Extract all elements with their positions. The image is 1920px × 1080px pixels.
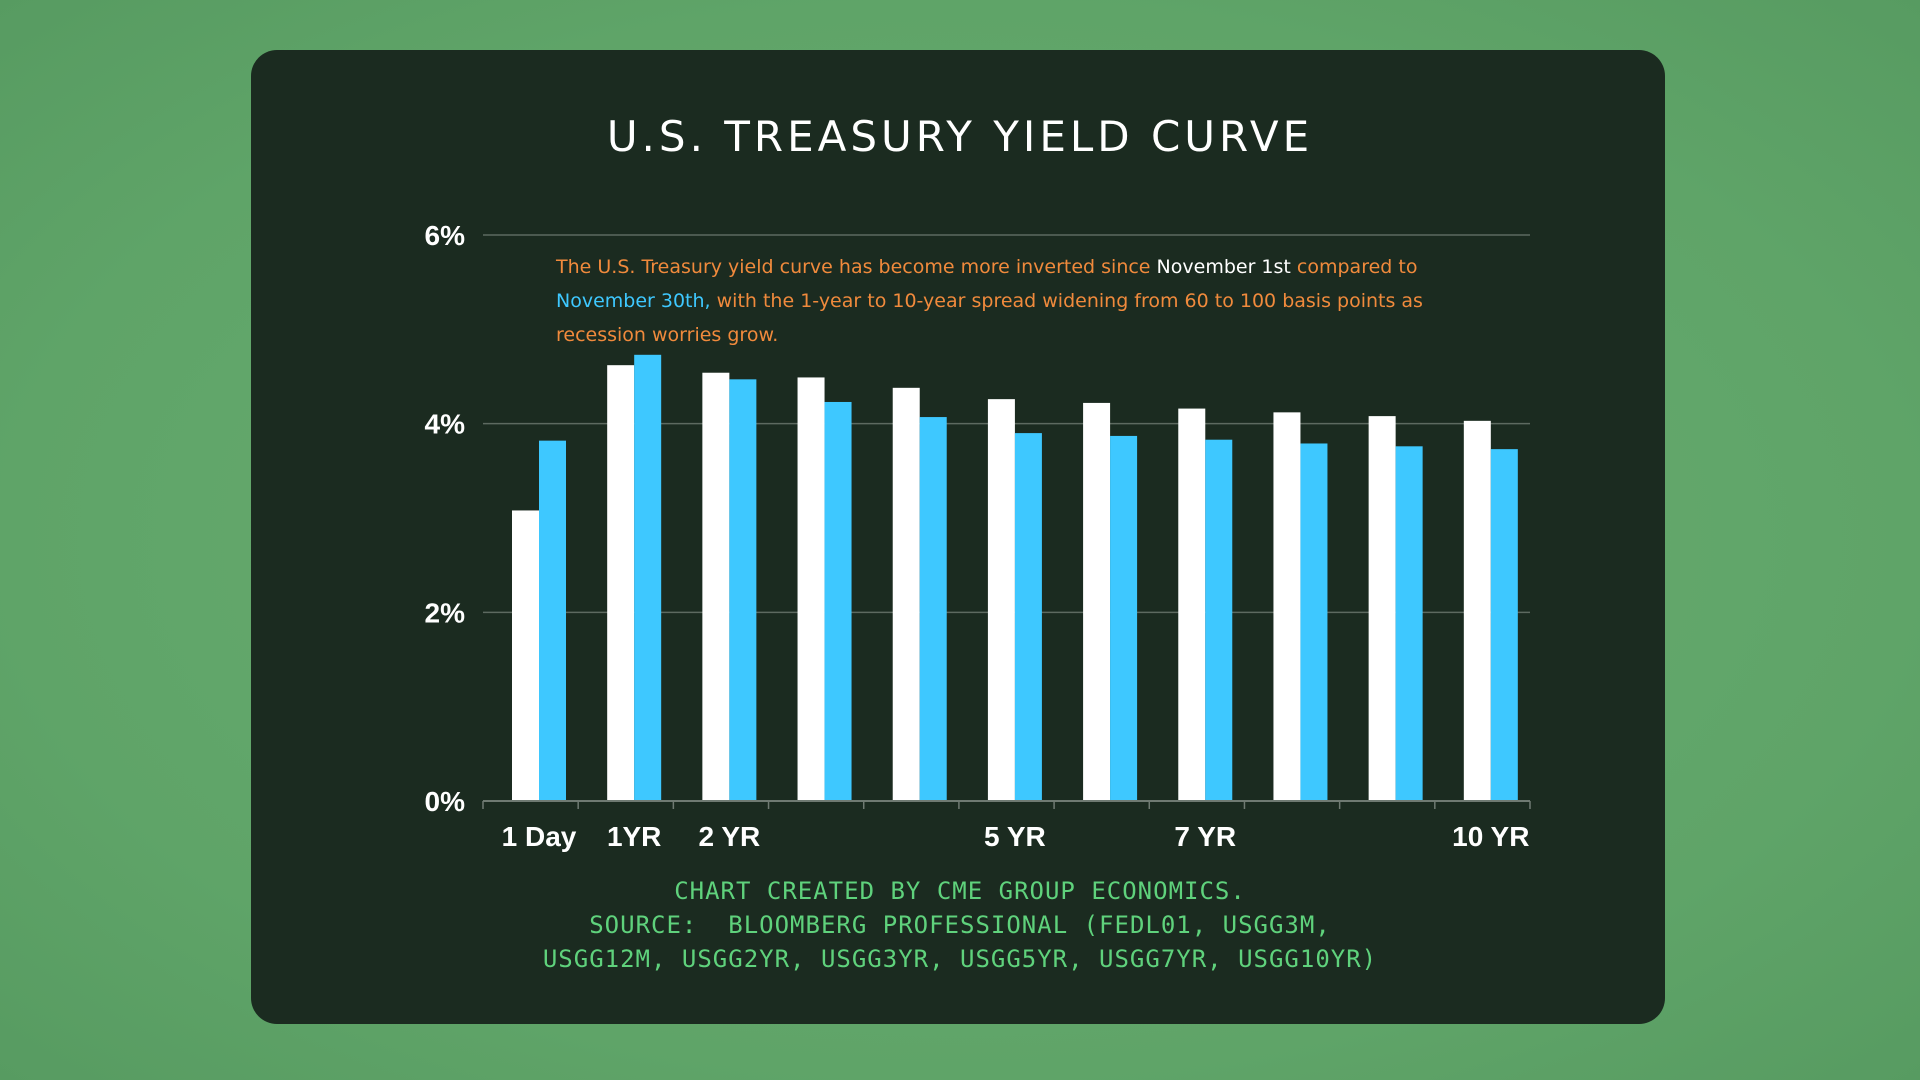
chart-title: U.S. TREASURY YIELD CURVE (606, 112, 1314, 161)
bar-nov1 (1368, 416, 1396, 801)
bar-nov30 (1395, 446, 1423, 801)
bar-nov30 (634, 354, 662, 801)
annotation-nov1: November 1st (1156, 256, 1291, 278)
bar-nov30 (539, 440, 566, 801)
annotation-nov30: November 30th, (556, 290, 711, 312)
bar-nov1 (892, 387, 920, 801)
bar-nov30 (1110, 435, 1138, 801)
bar-nov30 (919, 417, 947, 801)
chart-card (251, 50, 1665, 1024)
bar-nov30 (1205, 439, 1233, 801)
y-tick-label: 4% (425, 409, 466, 440)
y-tick-label: 2% (425, 597, 466, 628)
x-tick-label: 5 YR (984, 821, 1046, 852)
bar-nov1 (1178, 408, 1206, 801)
x-tick-label: 1YR (607, 821, 661, 852)
bar-nov1 (607, 365, 635, 801)
bar-nov1 (1273, 412, 1301, 801)
y-tick-label: 6% (425, 220, 466, 251)
annotation-part3: with the 1-year to 10-year spread wideni… (556, 290, 1423, 346)
x-tick-label: 2 YR (698, 821, 760, 852)
bar-nov30 (1490, 449, 1518, 801)
bar-nov1 (1083, 402, 1111, 801)
chart-annotation: The U.S. Treasury yield curve has become… (556, 250, 1516, 352)
bar-nov1 (512, 510, 539, 801)
bar-nov1 (1463, 420, 1491, 801)
chart-footer: CHART CREATED BY CME GROUP ECONOMICS. SO… (0, 874, 1920, 976)
x-tick-label: 7 YR (1174, 821, 1236, 852)
bar-nov30 (1014, 433, 1042, 801)
bar-nov30 (1300, 443, 1328, 801)
annotation-part1: The U.S. Treasury yield curve has become… (556, 256, 1157, 278)
bar-nov30 (729, 379, 757, 801)
bar-nov1 (987, 399, 1015, 801)
footer-line-1: CHART CREATED BY CME GROUP ECONOMICS. (674, 877, 1246, 905)
footer-line-3: USGG12M, USGG2YR, USGG3YR, USGG5YR, USGG… (542, 945, 1378, 973)
bar-nov30 (824, 401, 852, 801)
y-tick-label: 0% (425, 786, 466, 817)
annotation-part2: compared to (1290, 256, 1418, 278)
bar-nov1 (797, 377, 825, 801)
x-tick-label: 10 YR (1452, 821, 1529, 852)
x-tick-label: 1 Day (502, 821, 577, 852)
footer-line-2: SOURCE: BLOOMBERG PROFESSIONAL (FEDL01, … (589, 911, 1331, 939)
bar-nov1 (702, 372, 730, 801)
